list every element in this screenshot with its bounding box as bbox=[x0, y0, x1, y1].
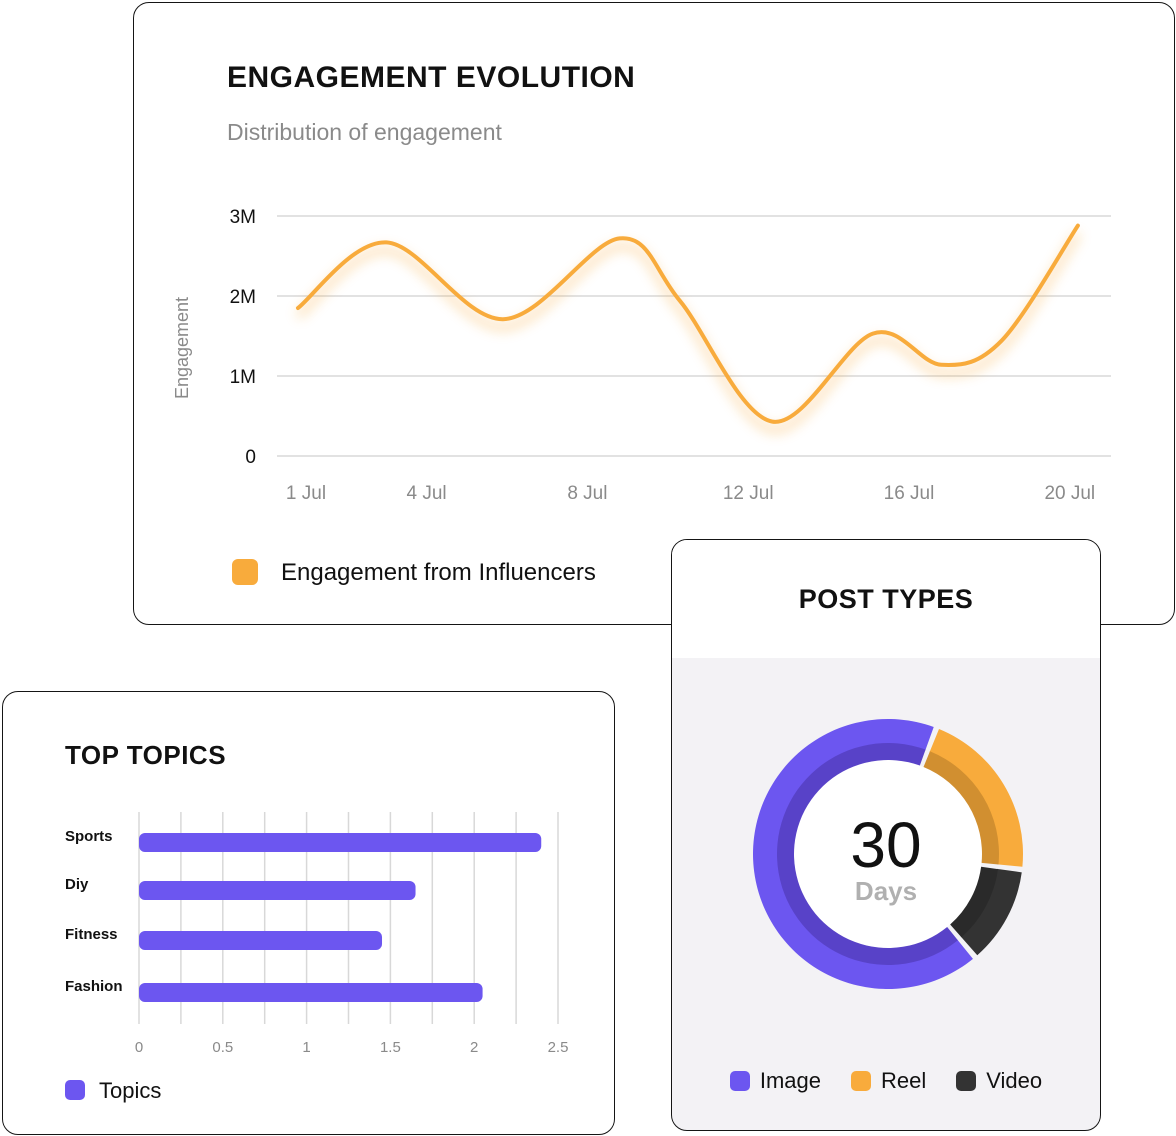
bar-fashion bbox=[139, 983, 483, 1002]
series-line-influencers bbox=[296, 223, 1080, 424]
x-tick-label: 8 Jul bbox=[567, 483, 607, 504]
legend-swatch-influencers bbox=[232, 559, 258, 585]
x-tick-label: 2 bbox=[470, 1039, 478, 1056]
y-axis-label: Engagement bbox=[172, 297, 192, 399]
x-tick-label: 1 Jul bbox=[286, 483, 326, 504]
donut-slice-reel bbox=[929, 729, 1023, 867]
category-label: Sports bbox=[65, 828, 113, 845]
x-tick-label: 12 Jul bbox=[723, 483, 774, 504]
x-tick-label: 1 bbox=[302, 1039, 310, 1056]
top-topics-card: TOP TOPICS 0 0.5 1 1.5 2 2.5 Sports Diy Fitness F… bbox=[2, 691, 615, 1135]
y-tick-label: 1M bbox=[230, 367, 256, 388]
donut-inner-reel bbox=[923, 751, 999, 865]
donut-slice-image bbox=[753, 719, 973, 989]
engagement-line-chart: 0 1M 2M 3M 1 Jul 4 Jul 8 Jul 12 Jul 16 Jul 20 Jul… bbox=[172, 207, 1111, 504]
legend-label: Image bbox=[759, 1068, 822, 1093]
donut-slice-video bbox=[960, 868, 1022, 956]
x-tick-label: 20 Jul bbox=[1044, 483, 1095, 504]
engagement-subtitle: Distribution of engagement bbox=[227, 119, 502, 145]
donut-inner-video bbox=[950, 866, 998, 938]
y-tick-label: 0 bbox=[245, 447, 256, 468]
legend-label-topics: Topics bbox=[99, 1078, 162, 1103]
legend-item-video: Video bbox=[956, 1068, 1042, 1094]
x-tick-label: 0.5 bbox=[212, 1039, 233, 1056]
engagement-title: ENGAGEMENT EVOLUTION bbox=[227, 61, 636, 94]
legend-swatch bbox=[729, 1071, 750, 1091]
donut-center-value: 30 bbox=[850, 809, 922, 881]
legend-item-reel: Reel bbox=[851, 1068, 926, 1094]
x-tick-label: 4 Jul bbox=[407, 483, 447, 504]
post-types-card: POST TYPES 30 Days Image Reel Video bbox=[671, 539, 1101, 1131]
legend-swatch bbox=[956, 1071, 977, 1091]
posts-title: POST TYPES bbox=[798, 584, 974, 614]
donut-center-label: Days bbox=[854, 876, 918, 906]
x-tick-label: 1.5 bbox=[380, 1039, 401, 1056]
topics-title: TOP TOPICS bbox=[65, 740, 227, 770]
bar-fitness bbox=[139, 931, 383, 950]
category-label: Fitness bbox=[65, 926, 118, 943]
donut-inner-image bbox=[777, 743, 958, 965]
legend-swatch-topics bbox=[65, 1080, 85, 1100]
x-tick-label: 2.5 bbox=[548, 1039, 569, 1056]
legend-label: Video bbox=[986, 1068, 1043, 1093]
bar-sports bbox=[139, 833, 542, 852]
y-tick-label: 2M bbox=[230, 287, 256, 308]
y-tick-label: 3M bbox=[230, 207, 256, 228]
x-tick-label: 0 bbox=[135, 1039, 143, 1056]
legend-swatch bbox=[851, 1071, 872, 1091]
legend-label-influencers: Engagement from Influencers bbox=[281, 559, 596, 586]
post-types-donut bbox=[753, 719, 1023, 989]
topics-bar-chart: 0 0.5 1 1.5 2 2.5 Sports Diy Fitness Fashion bbox=[65, 812, 569, 1056]
donut-center bbox=[794, 760, 982, 948]
engagement-evolution-card: ENGAGEMENT EVOLUTION Distribution of eng… bbox=[133, 2, 1175, 625]
legend-label: Reel bbox=[881, 1068, 927, 1093]
category-label: Fashion bbox=[65, 978, 123, 995]
series-line-glow bbox=[295, 231, 1082, 434]
legend-item-image: Image bbox=[729, 1068, 822, 1094]
category-label: Diy bbox=[65, 876, 89, 893]
x-tick-label: 16 Jul bbox=[884, 483, 935, 504]
bar-diy bbox=[139, 881, 416, 900]
donut-legend: Image Reel Video bbox=[672, 1068, 1100, 1094]
